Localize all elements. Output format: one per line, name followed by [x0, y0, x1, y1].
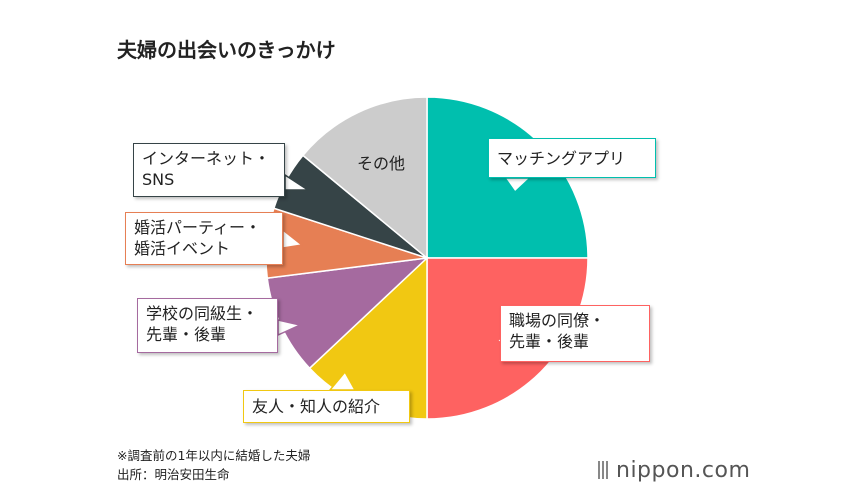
slice-label-line: インターネット・ [142, 149, 271, 168]
callout-pointer [284, 173, 311, 191]
footnote-survey: ※調査前の1年以内に結婚した夫婦 [117, 448, 311, 463]
nippon-logo: nippon.com [598, 458, 750, 483]
slice-label: インターネット・ SNS [133, 143, 285, 197]
callout-pointer [503, 177, 532, 194]
slice-label: 友人・知人の紹介 [243, 390, 410, 423]
slice-label-line: SNS [142, 170, 175, 189]
callout-pointer [277, 319, 303, 337]
slice-label-line: その他 [357, 154, 406, 173]
slice-label-line: 婚活イベント [134, 239, 231, 258]
slice-label-line: 先輩・後輩 [509, 332, 590, 351]
slice-label-line: 婚活パーティー・ [134, 218, 262, 237]
slice-label-line: 学校の同級生・ [146, 304, 259, 323]
slice-label-line: 友人・知人の紹介 [252, 397, 381, 416]
footnote-source: 出所：明治安田生命 [117, 467, 230, 482]
slice-label: 婚活パーティー・ 婚活イベント [125, 212, 283, 265]
slice-label: その他 [357, 150, 405, 174]
slice-label-line: マッチングアプリ [497, 149, 626, 168]
logo-text: nippon.com [616, 458, 751, 483]
slice-label: マッチングアプリ [488, 138, 656, 178]
footnote: ※調査前の1年以内に結婚した夫婦 出所：明治安田生命 [117, 446, 310, 484]
callout-pointer [282, 228, 304, 249]
slice-label-line: 先輩・後輩 [146, 325, 227, 344]
slice-label: 職場の同僚・ 先輩・後輩 [500, 305, 650, 362]
slice-label-line: 職場の同僚・ [509, 311, 606, 330]
chart-title: 夫婦の出会いのきっかけ [117, 38, 336, 62]
slice-label: 学校の同級生・ 先輩・後輩 [137, 298, 278, 353]
logo-mark-icon [598, 461, 610, 479]
pie-slice [301, 96, 428, 260]
